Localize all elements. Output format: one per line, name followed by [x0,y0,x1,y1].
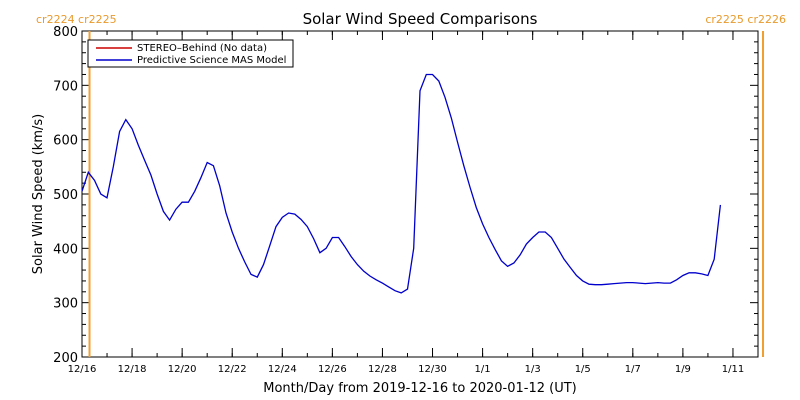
y-tick-label: 800 [53,25,78,40]
x-tick-label: 1/5 [575,364,591,375]
carrington-left-label: cr2224 cr2225 [36,13,117,26]
x-tick-label: 1/9 [675,364,691,375]
x-axis-ticks: 12/16 12/18 12/20 12/22 12/24 12/26 12/28 12/30… [68,31,759,375]
y-tick-label: 200 [53,351,78,366]
y-tick-label: 700 [53,79,78,94]
y-tick-label: 500 [53,188,78,203]
x-tick-label: 12/18 [118,364,147,375]
plot-area [81,30,759,358]
series-line-mas-model [81,73,722,294]
x-tick-label: 12/22 [218,364,247,375]
carrington-boundaries [88,31,765,357]
x-axis-label: Month/Day from 2019-12-16 to 2020-01-12 … [263,381,576,396]
y-tick-label: 400 [53,242,78,257]
x-tick-label: 1/11 [722,364,744,375]
x-tick-label: 12/30 [418,364,447,375]
y-tick-label: 600 [53,134,78,149]
legend-label-model: Predictive Science MAS Model [137,55,286,66]
x-tick-label: 1/7 [625,364,641,375]
legend-label-stereo: STEREO–Behind (No data) [137,43,267,54]
x-tick-label: 12/26 [318,364,347,375]
x-tick-label: 12/16 [68,364,97,375]
chart-title: Solar Wind Speed Comparisons [303,10,538,28]
y-axis-label: Solar Wind Speed (km/s) [31,114,46,274]
y-tick-label: 300 [53,297,78,312]
x-tick-label: 12/28 [368,364,397,375]
x-tick-label: 1/3 [525,364,541,375]
x-tick-label: 1/1 [475,364,491,375]
x-tick-label: 12/20 [168,364,197,375]
x-tick-label: 12/24 [268,364,297,375]
y-axis-ticks: 200 300 400 500 600 700 800 [53,25,758,366]
legend-box [87,39,294,68]
carrington-right-label: cr2225 cr2226 [705,13,786,26]
legend: STEREO–Behind (No data) Predictive Scien… [87,39,294,68]
